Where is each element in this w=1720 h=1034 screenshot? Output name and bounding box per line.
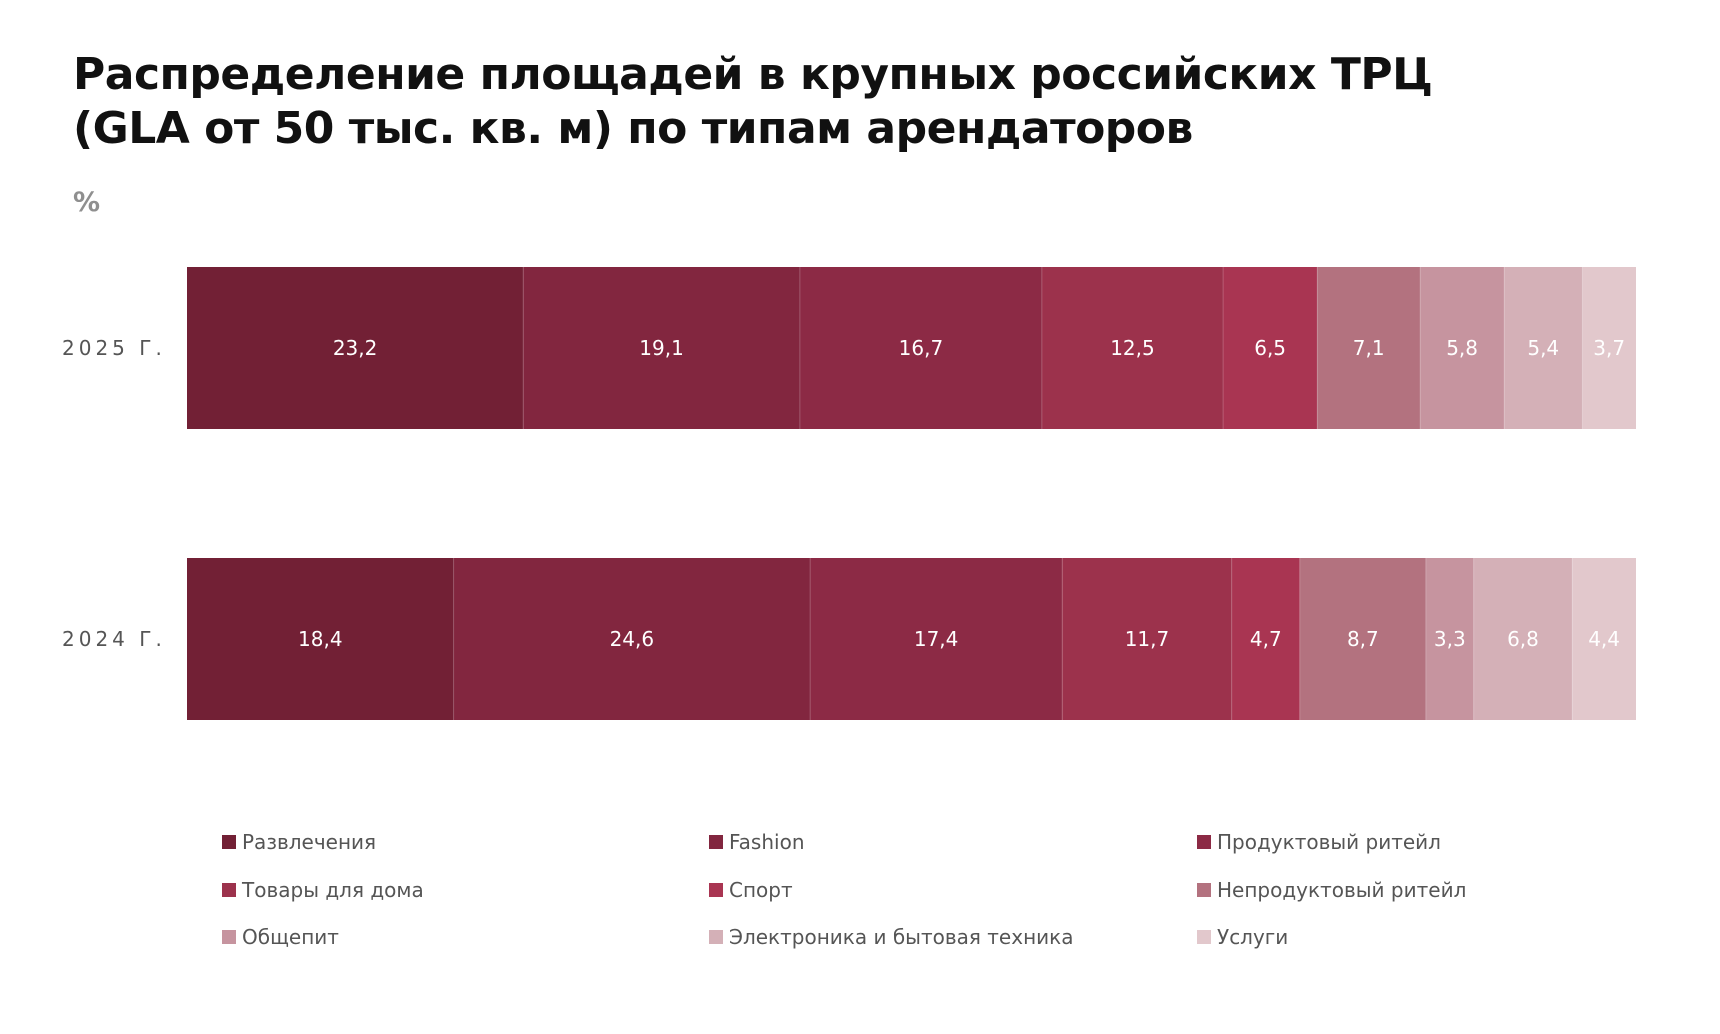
- data-label: 8,7: [1347, 627, 1379, 651]
- bar-segment: [187, 558, 454, 720]
- chart-title-line2: (GLA от 50 тыс. кв. м) по типам арендато…: [73, 103, 1193, 154]
- data-label: 3,7: [1593, 336, 1625, 360]
- legend-label: Непродуктовый ритейл: [1217, 878, 1467, 902]
- legend-label: Электроника и бытовая техника: [729, 925, 1074, 949]
- bar-segment: [523, 267, 800, 429]
- legend-label: Услуги: [1217, 925, 1289, 949]
- data-label: 19,1: [639, 336, 684, 360]
- legend-item: Электроника и бытовая техника: [709, 925, 1073, 949]
- data-label: 11,7: [1125, 627, 1170, 651]
- data-label: 7,1: [1353, 336, 1385, 360]
- bar-segment: [1572, 558, 1636, 720]
- legend-swatch: [709, 835, 723, 849]
- bar-segment: [1299, 558, 1426, 720]
- category-label: 2025 Г.: [62, 336, 166, 360]
- legend-label: Товары для дома: [242, 878, 424, 902]
- legend-swatch: [222, 930, 236, 944]
- legend-swatch: [709, 930, 723, 944]
- legend-item: Продуктовый ритейл: [1197, 830, 1441, 854]
- bar-segment: [810, 558, 1063, 720]
- bar-segment: [1317, 267, 1421, 429]
- bar-segment: [453, 558, 811, 720]
- legend-label: Общепит: [242, 925, 339, 949]
- chart-title-line1: Распределение площадей в крупных российс…: [73, 49, 1433, 100]
- legend-swatch: [222, 883, 236, 897]
- legend-swatch: [1197, 835, 1211, 849]
- data-label: 23,2: [333, 336, 378, 360]
- legend-label: Спорт: [729, 878, 793, 902]
- bar-segment: [187, 267, 524, 429]
- bar-segment: [1473, 558, 1573, 720]
- legend-swatch: [1197, 883, 1211, 897]
- data-label: 6,8: [1507, 627, 1539, 651]
- bar-segment: [1504, 267, 1583, 429]
- category-label: 2024 Г.: [62, 627, 166, 651]
- legend-label: Fashion: [729, 830, 805, 854]
- legend-item: Услуги: [1197, 925, 1288, 949]
- data-label: 3,3: [1434, 627, 1466, 651]
- legend-item: Спорт: [709, 878, 793, 902]
- legend-item: Товары для дома: [222, 878, 424, 902]
- data-label: 16,7: [899, 336, 944, 360]
- bar-segment: [1425, 558, 1474, 720]
- legend-swatch: [709, 883, 723, 897]
- data-label: 12,5: [1110, 336, 1155, 360]
- legend-label: Продуктовый ритейл: [1217, 830, 1441, 854]
- bar-segment: [799, 267, 1042, 429]
- bar-segment: [1231, 558, 1300, 720]
- bar-segment: [1582, 267, 1636, 429]
- bar-segment: [1420, 267, 1505, 429]
- bar-segment: [1062, 558, 1232, 720]
- legend-swatch: [222, 835, 236, 849]
- legend-item: Развлечения: [222, 830, 376, 854]
- data-label: 17,4: [914, 627, 959, 651]
- data-label: 4,4: [1588, 627, 1620, 651]
- legend-label: Развлечения: [242, 830, 377, 854]
- data-label: 5,4: [1527, 336, 1559, 360]
- bar-segment: [1041, 267, 1224, 429]
- data-label: 4,7: [1250, 627, 1282, 651]
- legend-swatch: [1197, 930, 1211, 944]
- legend-item: Непродуктовый ритейл: [1197, 878, 1466, 902]
- legend-item: Fashion: [709, 830, 805, 854]
- data-label: 5,8: [1446, 336, 1478, 360]
- legend-item: Общепит: [222, 925, 339, 949]
- data-label: 24,6: [610, 627, 655, 651]
- chart-title: Распределение площадей в крупных российс…: [73, 48, 1573, 156]
- bar-segment: [1223, 267, 1318, 429]
- data-label: 6,5: [1254, 336, 1286, 360]
- unit-label: %: [73, 187, 101, 218]
- data-label: 18,4: [298, 627, 343, 651]
